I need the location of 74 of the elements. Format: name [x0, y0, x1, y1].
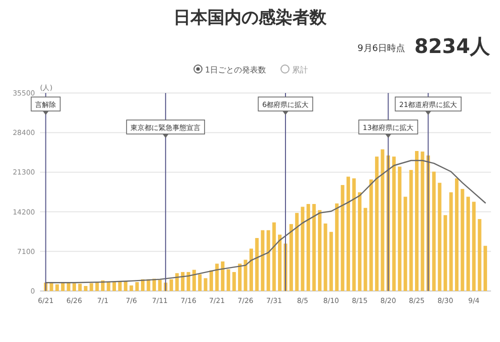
bar [84, 286, 88, 291]
bar [215, 264, 219, 291]
bar [204, 278, 208, 291]
bar [66, 282, 70, 291]
bar [444, 215, 448, 291]
bar [352, 178, 356, 291]
bar [449, 192, 453, 291]
bar [255, 238, 259, 291]
bar [369, 179, 373, 291]
bar [175, 273, 179, 291]
bar [118, 282, 122, 291]
bar [112, 282, 116, 291]
bar [472, 202, 476, 291]
bar [61, 282, 65, 291]
bar [289, 224, 293, 291]
bar [318, 210, 322, 291]
bar [78, 284, 82, 291]
bar [312, 204, 316, 291]
bar [90, 283, 94, 291]
bar [438, 182, 442, 291]
bar [409, 170, 413, 291]
bar [415, 151, 419, 291]
text: 累計 [292, 66, 308, 74]
bar [55, 284, 59, 291]
bar [272, 222, 276, 291]
bar [198, 274, 202, 291]
bar [192, 270, 196, 291]
bar [380, 149, 384, 291]
bar [249, 248, 253, 291]
bar [432, 172, 436, 291]
bar [158, 280, 162, 291]
bar [306, 204, 310, 291]
bar [454, 178, 459, 291]
bar [180, 272, 184, 291]
bar [324, 224, 328, 291]
bar [244, 260, 248, 291]
bar [278, 234, 282, 291]
bar [72, 283, 76, 291]
bar [340, 185, 344, 291]
text: 9月6日時点 [358, 43, 405, 54]
bar [170, 279, 174, 291]
text: 1日ごとの発表数 [205, 66, 266, 74]
bar [266, 230, 270, 291]
bar [295, 212, 299, 291]
bar [420, 152, 424, 291]
bar [346, 176, 350, 291]
bar [209, 270, 214, 291]
bar [130, 285, 134, 291]
bar [300, 206, 304, 291]
text: 8234人 [414, 34, 491, 58]
bar [364, 208, 368, 291]
bar [124, 282, 128, 291]
bar [398, 166, 402, 291]
bar [152, 278, 156, 291]
bar [260, 230, 264, 291]
bar [392, 156, 396, 291]
bar [478, 219, 482, 291]
bar [186, 272, 190, 291]
bar [335, 203, 339, 291]
bar [484, 246, 488, 291]
bar [238, 264, 242, 291]
bar [466, 196, 470, 291]
bar [375, 156, 379, 291]
bar [404, 196, 408, 291]
bar [226, 269, 230, 291]
bar [358, 192, 362, 291]
line-series [45, 160, 486, 284]
bar [220, 261, 224, 291]
bar [106, 282, 110, 291]
bar [232, 272, 236, 291]
bar [135, 282, 139, 291]
bar [460, 188, 464, 291]
bar [329, 232, 333, 291]
chart-title: 日本国内の感染者数 [174, 8, 328, 28]
